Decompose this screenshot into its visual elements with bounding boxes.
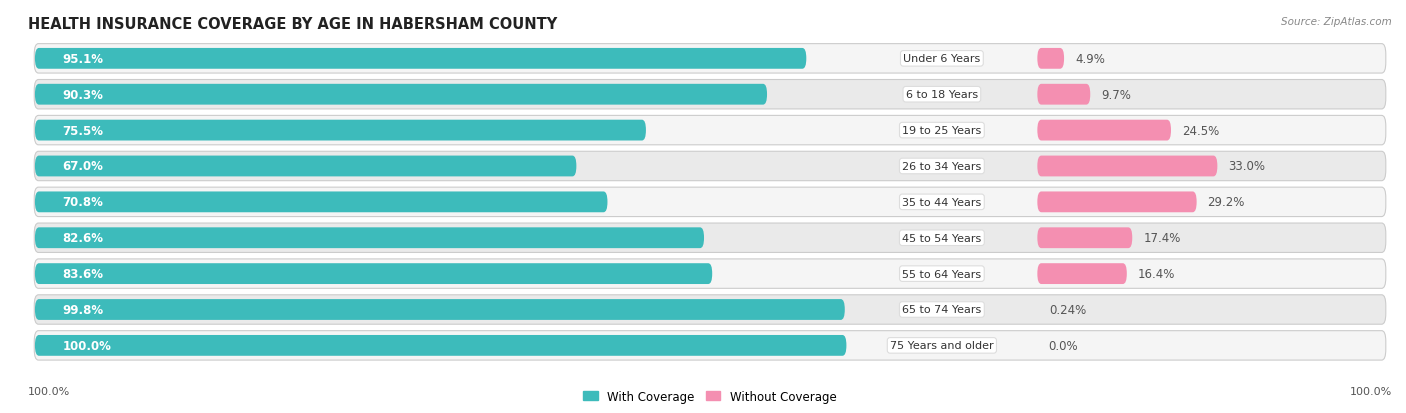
FancyBboxPatch shape bbox=[1038, 49, 1064, 69]
Text: 75.5%: 75.5% bbox=[62, 124, 103, 137]
FancyBboxPatch shape bbox=[35, 299, 845, 320]
Text: 99.8%: 99.8% bbox=[62, 303, 103, 316]
Text: 29.2%: 29.2% bbox=[1208, 196, 1244, 209]
Text: HEALTH INSURANCE COVERAGE BY AGE IN HABERSHAM COUNTY: HEALTH INSURANCE COVERAGE BY AGE IN HABE… bbox=[28, 17, 557, 31]
FancyBboxPatch shape bbox=[34, 80, 1386, 110]
FancyBboxPatch shape bbox=[35, 85, 768, 105]
FancyBboxPatch shape bbox=[34, 45, 1386, 74]
FancyBboxPatch shape bbox=[35, 121, 645, 141]
Text: 95.1%: 95.1% bbox=[62, 53, 103, 66]
Text: 90.3%: 90.3% bbox=[62, 88, 103, 102]
FancyBboxPatch shape bbox=[1038, 228, 1132, 249]
Text: 83.6%: 83.6% bbox=[62, 268, 103, 280]
FancyBboxPatch shape bbox=[34, 188, 1386, 217]
Text: 16.4%: 16.4% bbox=[1137, 268, 1175, 280]
FancyBboxPatch shape bbox=[35, 192, 607, 213]
FancyBboxPatch shape bbox=[35, 49, 806, 69]
Text: 100.0%: 100.0% bbox=[1350, 387, 1392, 396]
Text: 75 Years and older: 75 Years and older bbox=[890, 341, 994, 351]
FancyBboxPatch shape bbox=[1038, 192, 1197, 213]
Text: 70.8%: 70.8% bbox=[62, 196, 103, 209]
FancyBboxPatch shape bbox=[34, 116, 1386, 145]
FancyBboxPatch shape bbox=[1038, 121, 1171, 141]
FancyBboxPatch shape bbox=[35, 228, 704, 249]
Text: 82.6%: 82.6% bbox=[62, 232, 103, 244]
Legend: With Coverage, Without Coverage: With Coverage, Without Coverage bbox=[583, 390, 837, 403]
Text: 65 to 74 Years: 65 to 74 Years bbox=[903, 305, 981, 315]
FancyBboxPatch shape bbox=[34, 152, 1386, 181]
FancyBboxPatch shape bbox=[34, 259, 1386, 289]
Text: 0.0%: 0.0% bbox=[1049, 339, 1078, 352]
Text: 55 to 64 Years: 55 to 64 Years bbox=[903, 269, 981, 279]
Text: 45 to 54 Years: 45 to 54 Years bbox=[903, 233, 981, 243]
Text: 26 to 34 Years: 26 to 34 Years bbox=[903, 161, 981, 171]
FancyBboxPatch shape bbox=[34, 295, 1386, 325]
Text: 100.0%: 100.0% bbox=[28, 387, 70, 396]
Text: 0.24%: 0.24% bbox=[1049, 303, 1087, 316]
Text: Source: ZipAtlas.com: Source: ZipAtlas.com bbox=[1281, 17, 1392, 26]
Text: 4.9%: 4.9% bbox=[1076, 53, 1105, 66]
Text: 19 to 25 Years: 19 to 25 Years bbox=[903, 126, 981, 136]
FancyBboxPatch shape bbox=[1038, 263, 1126, 284]
Text: 33.0%: 33.0% bbox=[1229, 160, 1265, 173]
Text: 35 to 44 Years: 35 to 44 Years bbox=[903, 197, 981, 207]
Text: 24.5%: 24.5% bbox=[1182, 124, 1219, 137]
Text: 67.0%: 67.0% bbox=[62, 160, 103, 173]
FancyBboxPatch shape bbox=[35, 156, 576, 177]
FancyBboxPatch shape bbox=[35, 335, 846, 356]
Text: 6 to 18 Years: 6 to 18 Years bbox=[905, 90, 979, 100]
Text: Under 6 Years: Under 6 Years bbox=[903, 54, 980, 64]
FancyBboxPatch shape bbox=[34, 331, 1386, 360]
FancyBboxPatch shape bbox=[1038, 156, 1218, 177]
Text: 100.0%: 100.0% bbox=[62, 339, 111, 352]
Text: 9.7%: 9.7% bbox=[1101, 88, 1130, 102]
FancyBboxPatch shape bbox=[35, 263, 713, 284]
FancyBboxPatch shape bbox=[34, 223, 1386, 253]
Text: 17.4%: 17.4% bbox=[1143, 232, 1181, 244]
FancyBboxPatch shape bbox=[1038, 85, 1090, 105]
